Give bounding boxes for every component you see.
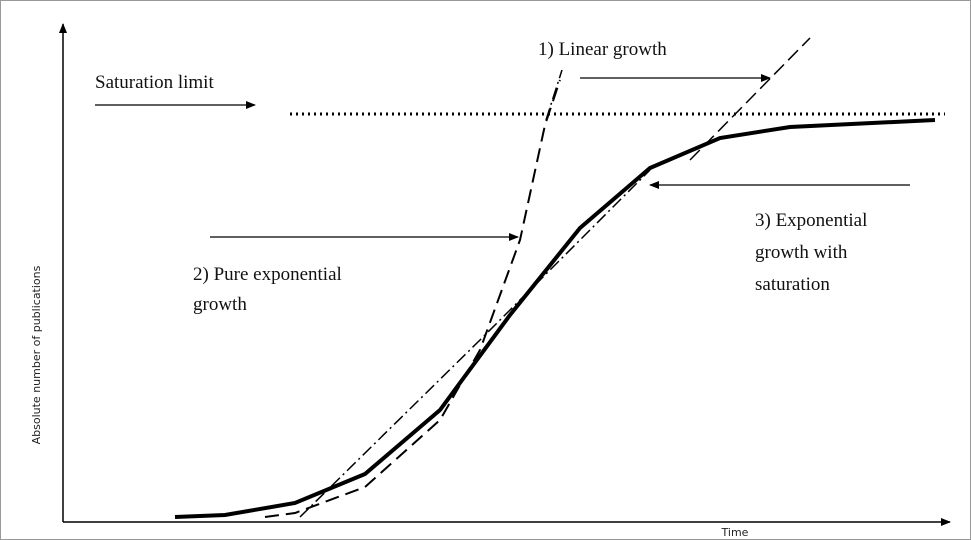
annotation: 3) Exponential <box>755 210 867 231</box>
annotation: 1) Linear growth <box>538 39 667 60</box>
annotation: growth with <box>755 242 848 263</box>
annotation: Saturation limit <box>95 72 214 93</box>
y-axis-label: Absolute number of publications <box>30 265 43 444</box>
exponential-curve <box>264 79 561 518</box>
linear-steep <box>545 69 563 121</box>
linear-line <box>299 169 651 518</box>
annotation: 2) Pure exponential <box>193 264 342 285</box>
saturation-curve <box>174 118 936 519</box>
x-axis-label: Time <box>721 526 749 539</box>
linear-line-upper <box>689 37 811 161</box>
annotation: growth <box>193 294 247 315</box>
annotation: saturation <box>755 274 830 295</box>
